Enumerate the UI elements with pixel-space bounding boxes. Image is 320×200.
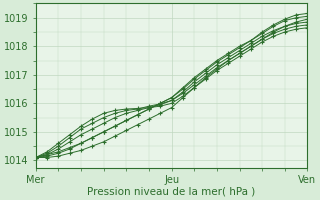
X-axis label: Pression niveau de la mer( hPa ): Pression niveau de la mer( hPa ) <box>87 187 256 197</box>
